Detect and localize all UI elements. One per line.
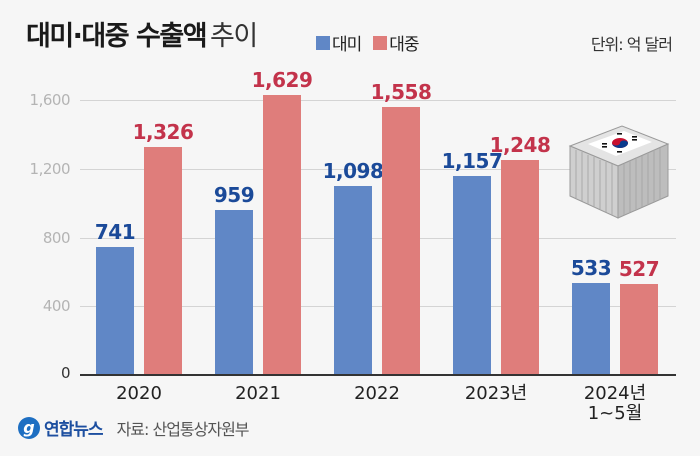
y-tick-1600: 1,600 [29, 91, 71, 109]
bar-us-0 [96, 247, 134, 374]
x-label-2022: 2022 [354, 383, 400, 404]
value-label-us-1: 959 [213, 183, 255, 207]
chart-title: 대미·대중 수출액 추이 [26, 14, 258, 53]
y-tick-0: 0 [60, 364, 71, 382]
legend-label-cn: 대중 [389, 35, 419, 55]
bar-us-1 [215, 210, 253, 374]
legend-swatch-us [316, 35, 330, 50]
x-label-2024-line2: 1~5월 [587, 403, 643, 424]
bar-us-4 [572, 283, 610, 374]
legend-item-cn: 대중 [373, 30, 420, 55]
bar-cn-2 [382, 107, 420, 374]
chart-title-bold: 대미·대중 수출액 [26, 21, 208, 52]
legend: 대미 대중 [316, 30, 431, 55]
gridline-400 [80, 306, 676, 307]
x-label-2023: 2023년 [464, 383, 528, 404]
logo-text: 연합뉴스 [44, 420, 104, 440]
shipping-container-korea-flag-icon [568, 125, 670, 219]
x-label-2024: 2024년 1~5월 [555, 384, 675, 424]
y-tick-800: 800 [42, 229, 71, 247]
footer: g 연합뉴스 자료: 산업통상자원부 [18, 415, 250, 440]
value-label-us-2: 1,098 [322, 159, 384, 183]
value-label-cn-1: 1,629 [251, 68, 313, 92]
x-label-2020: 2020 [116, 383, 162, 404]
bar-cn-0 [144, 147, 182, 374]
gridline-1200 [80, 169, 676, 170]
x-label-2021: 2021 [235, 383, 281, 404]
x-axis-line [80, 374, 676, 376]
legend-swatch-cn [373, 35, 388, 50]
chart-title-light: 추이 [210, 21, 258, 52]
value-label-us-4: 533 [570, 256, 612, 280]
value-label-cn-4: 527 [618, 257, 660, 281]
x-label-2024-line1: 2024년 [583, 383, 647, 404]
value-label-us-3: 1,157 [441, 149, 503, 173]
bar-us-3 [453, 176, 491, 374]
legend-item-us: 대미 [316, 30, 362, 55]
legend-label-us: 대미 [332, 35, 362, 55]
value-label-cn-3: 1,248 [489, 133, 551, 157]
bar-us-2 [334, 186, 372, 374]
value-label-cn-2: 1,558 [370, 80, 432, 104]
y-tick-1200: 1,200 [29, 160, 71, 178]
value-label-cn-0: 1,326 [132, 120, 194, 144]
value-label-us-0: 741 [94, 220, 136, 244]
unit-label: 단위: 억 달러 [590, 35, 673, 54]
bar-cn-3 [501, 160, 539, 374]
gridline-1600 [80, 100, 676, 101]
yonhap-logo-icon: g [18, 416, 40, 439]
gridline-800 [80, 238, 676, 239]
y-tick-400: 400 [42, 297, 71, 315]
bar-cn-1 [263, 95, 301, 374]
source-text: 자료: 산업통상자원부 [116, 419, 250, 439]
bar-cn-4 [620, 284, 658, 374]
